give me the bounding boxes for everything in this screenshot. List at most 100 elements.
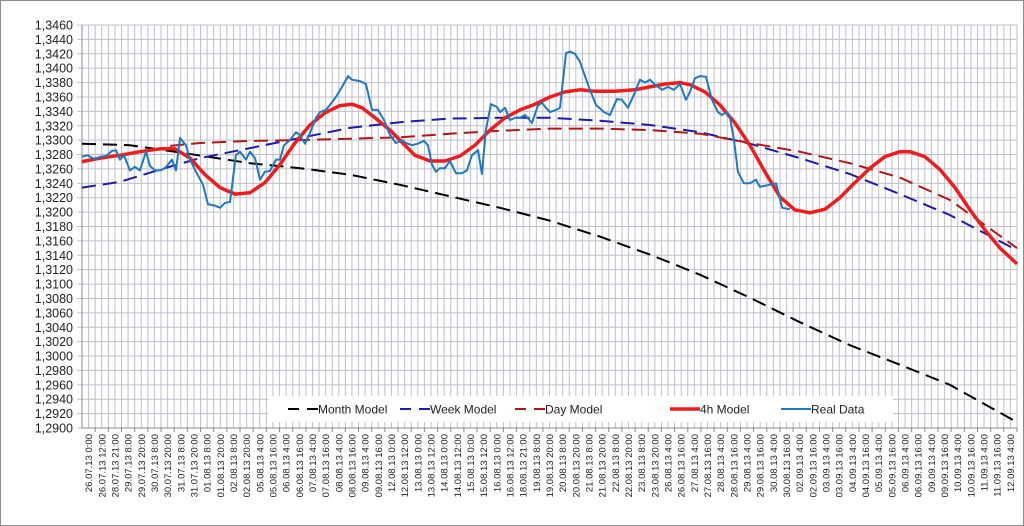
x-tick-label: 03.09.13 16:00 [835,434,846,497]
x-tick-label: 26.07.13 12:00 [97,434,108,497]
x-tick-label: 12.08.13 0:00 [387,434,398,492]
y-tick-label: 1,3060 [35,306,73,320]
x-tick-label: 07.08.13 4:00 [308,434,319,492]
x-tick-label: 22.08.13 20:00 [624,434,635,497]
x-tick-label: 26.07.13 0:00 [84,434,95,492]
x-tick-label: 19.08.13 20:00 [545,434,556,497]
y-tick-label: 1,3120 [35,263,73,277]
x-tick-label: 05.08.13 4:00 [255,434,266,492]
x-tick-label: 23.08.13 20:00 [650,434,661,497]
x-tick-label: 02.08.13 8:00 [229,434,240,492]
y-tick-label: 1,3260 [35,162,73,176]
x-tick-label: 12.09.13 4:00 [1006,434,1017,492]
y-tick-label: 1,3460 [35,19,73,33]
x-tick-label: 06.08.13 4:00 [282,434,293,492]
series-real-data [81,50,791,211]
x-tick-label: 28.08.13 4:00 [716,434,727,492]
x-tick-label: 10.09.13 16:00 [966,434,977,497]
x-tick-label: 29.08.13 16:00 [756,434,767,497]
x-tick-label: 11.09.13 4:00 [980,434,991,491]
x-tick-label: 08.08.13 16:00 [347,434,358,497]
legend-label: Day Model [545,403,602,417]
y-tick-label: 1,3100 [35,278,73,292]
x-tick-label: 14.08.13 0:00 [440,434,451,492]
grid [77,24,1018,429]
y-tick-label: 1,3340 [35,105,73,119]
x-tick-label: 31.07.13 20:00 [189,434,200,497]
y-tick-label: 1,3200 [35,206,73,220]
x-tick-label: 07.08.13 16:00 [321,434,332,497]
x-tick-label: 04.09.13 16:00 [861,434,872,497]
legend-label: Month Model [318,403,387,417]
x-tick-label: 09.08.13 16:00 [374,434,385,497]
x-tick-label: 06.09.13 4:00 [901,434,912,492]
x-tick-label: 01.08.13 20:00 [216,434,227,497]
series-week-model [81,116,1018,252]
x-tick-label: 28.08.13 16:00 [729,434,740,497]
x-tick-label: 13.08.13 12:00 [426,434,437,497]
y-tick-label: 1,3300 [35,134,73,148]
y-tick-label: 1,3400 [35,62,73,76]
x-tick-label: 30.07.13 8:00 [150,434,161,492]
y-tick-label: 1,2980 [35,364,73,378]
x-tick-label: 09.09.13 4:00 [927,434,938,492]
x-tick-label: 11.09.13 16:00 [993,434,1004,497]
y-tick-label: 1,3160 [35,234,73,248]
x-tick-label: 05.09.13 4:00 [874,434,885,492]
x-tick-label: 05.08.13 16:00 [268,434,279,497]
y-tick-label: 1,2940 [35,393,73,407]
x-tick-label: 27.08.13 16:00 [703,434,714,497]
x-tick-label: 02.09.13 16:00 [808,434,819,497]
x-tick-label: 29.08.13 4:00 [743,434,754,492]
x-tick-label: 28.07.13 21:00 [110,434,121,497]
y-tick-label: 1,3420 [35,47,73,61]
x-tick-label: 12.08.13 12:00 [400,434,411,497]
y-tick-label: 1,3040 [35,321,73,335]
legend-label: Real Data [811,403,865,417]
series-4h-model [81,80,1019,266]
x-tick-label: 29.07.13 8:00 [124,434,135,492]
x-tick-label: 06.08.13 16:00 [295,434,306,497]
y-tick-label: 1,3080 [35,292,73,306]
x-tick-label: 30.07.13 20:00 [163,434,174,497]
series-day-model [170,127,1018,249]
x-tick-label: 21.08.13 8:00 [585,434,596,492]
legend-label: 4h Model [700,403,749,417]
y-tick-label: 1,3000 [35,350,73,364]
y-tick-label: 1,3440 [35,33,73,47]
x-tick-label: 09.08.13 4:00 [361,434,372,492]
x-tick-label: 03.09.13 4:00 [822,434,833,492]
x-tick-label: 10.09.13 4:00 [953,434,964,492]
y-tick-label: 1,2920 [35,407,73,421]
x-tick-label: 23.08.13 8:00 [637,434,648,492]
y-tick-label: 1,3240 [35,177,73,191]
y-axis-ticks: 1,29001,29201,29401,29601,29801,30001,30… [35,19,73,436]
x-tick-label: 21.08.13 20:00 [598,434,609,497]
y-tick-label: 1,3140 [35,249,73,263]
x-tick-label: 13.08.13 0:00 [413,434,424,492]
y-tick-label: 1,3180 [35,220,73,234]
x-tick-label: 26.08.13 16:00 [677,434,688,497]
legend-label: Week Model [430,403,496,417]
x-tick-label: 20.08.13 20:00 [571,434,582,497]
x-tick-label: 08.08.13 4:00 [334,434,345,492]
x-tick-label: 29.07.13 20:00 [137,434,148,497]
x-tick-label: 14.08.13 12:00 [453,434,464,497]
x-tick-label: 02.08.13 20:00 [242,434,253,497]
y-tick-label: 1,2960 [35,378,73,392]
x-tick-label: 27.08.13 4:00 [690,434,701,492]
x-tick-label: 05.09.13 16:00 [887,434,898,497]
y-tick-label: 1,2900 [35,422,73,436]
series-month-model [81,142,1018,424]
x-tick-label: 19.08.13 8:00 [532,434,543,492]
x-tick-label: 02.09.13 4:00 [795,434,806,492]
x-tick-label: 15.08.13 12:00 [479,434,490,497]
x-tick-label: 31.07.13 8:00 [176,434,187,492]
y-tick-label: 1,3280 [35,148,73,162]
x-tick-label: 18.08.13 21:00 [519,434,530,497]
y-tick-label: 1,3020 [35,335,73,349]
x-tick-label: 30.08.13 4:00 [769,434,780,492]
y-tick-label: 1,3320 [35,119,73,133]
x-tick-label: 30.08.13 16:00 [782,434,793,497]
